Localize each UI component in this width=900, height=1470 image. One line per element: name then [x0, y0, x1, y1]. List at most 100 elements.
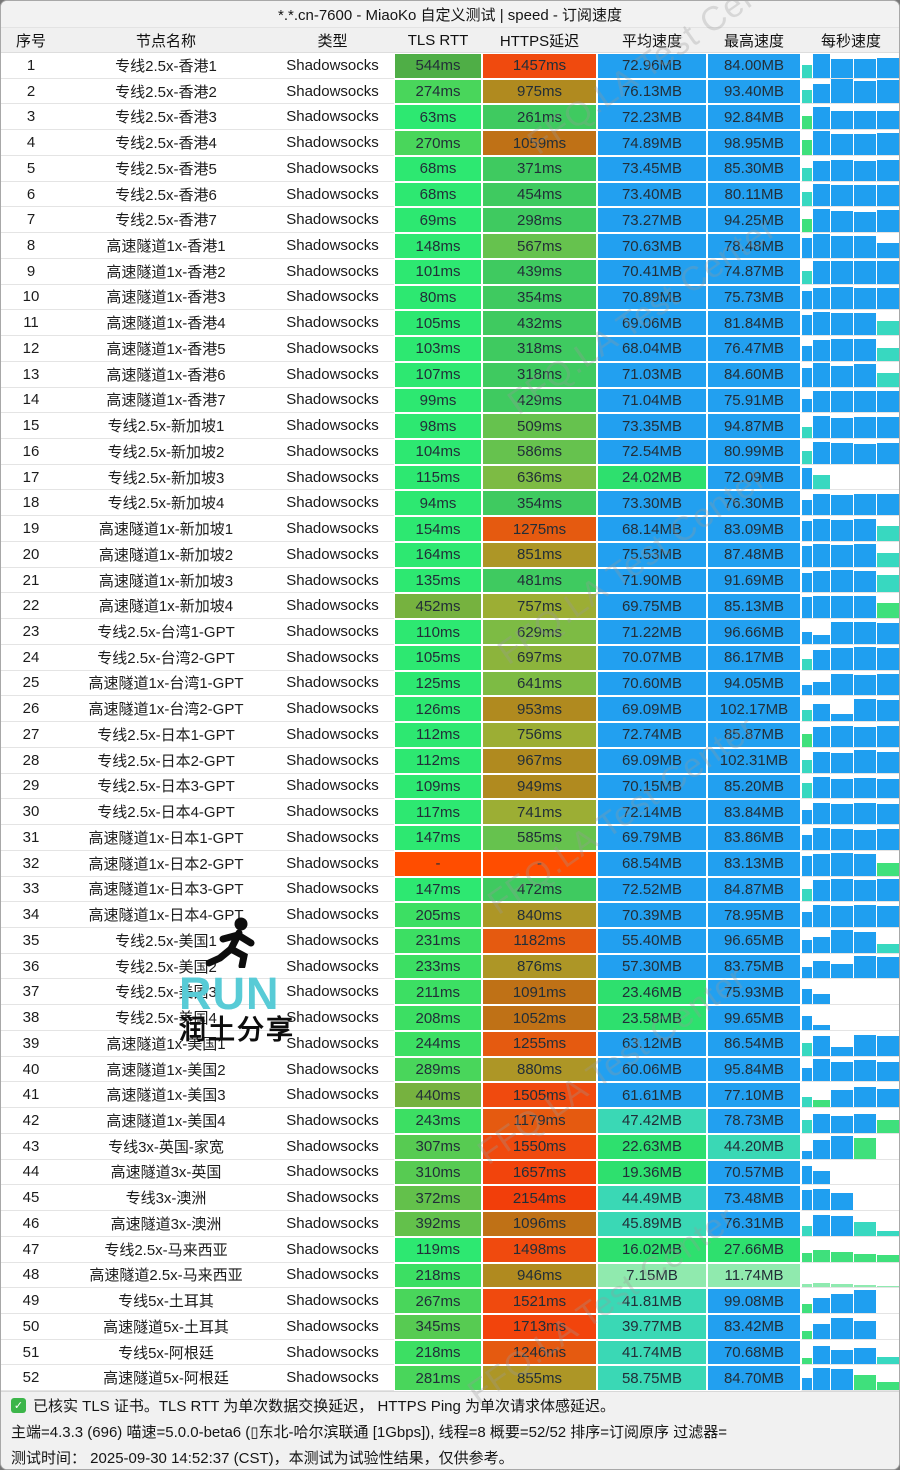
speed-bar — [853, 879, 877, 902]
speed-bar — [802, 290, 813, 310]
https-latency-value: 261ms — [482, 104, 597, 131]
https-latency-value: 880ms — [482, 1056, 597, 1083]
node-type: Shadowsocks — [271, 954, 394, 980]
per-second-speed-chart — [801, 78, 899, 105]
speed-bar — [877, 1357, 899, 1365]
tls-rtt-value: 270ms — [394, 130, 482, 156]
node-type: Shadowsocks — [271, 182, 394, 208]
speed-bar — [877, 863, 899, 876]
node-type: Shadowsocks — [271, 439, 394, 465]
table-row: 51 专线5x-阿根廷 Shadowsocks 218ms 1246ms 41.74MB 7… — [1, 1339, 899, 1366]
avg-speed-value: 69.75MB — [597, 593, 707, 620]
footer-note-text: 已核实 TLS 证书。TLS RTT 为单次数据交换延迟， HTTPS Ping… — [33, 1397, 615, 1415]
avg-speed-value: 23.46MB — [597, 979, 707, 1006]
speed-bar — [802, 65, 813, 78]
speed-bar — [877, 1255, 899, 1262]
avg-speed-value: 58.75MB — [597, 1365, 707, 1392]
speed-bar — [802, 368, 813, 387]
speed-bar — [813, 1283, 831, 1288]
node-name: 高速隧道1x-香港6 — [61, 362, 271, 388]
table-row: 41 高速隧道1x-美国3 Shadowsocks 440ms 1505ms 61.61M… — [1, 1082, 899, 1109]
table-row: 20 高速隧道1x-新加坡2 Shadowsocks 164ms 851ms 75.53M… — [1, 541, 899, 568]
tls-rtt-value: 107ms — [394, 361, 482, 388]
table-row: 46 高速隧道3x-澳洲 Shadowsocks 392ms 1096ms 45.89MB… — [1, 1211, 899, 1237]
per-second-speed-chart — [801, 1313, 899, 1340]
node-name: 高速隧道1x-美国3 — [61, 1082, 271, 1109]
row-index: 27 — [1, 722, 61, 748]
row-index: 26 — [1, 696, 61, 723]
node-name: 高速隧道1x-美国1 — [61, 1031, 271, 1057]
max-speed-value: 76.47MB — [707, 336, 801, 362]
node-type: Shadowsocks — [271, 696, 394, 723]
https-latency-value: 697ms — [482, 644, 597, 671]
https-latency-value: 1657ms — [482, 1159, 597, 1186]
table-row: 1 专线2.5x-香港1 Shadowsocks 544ms 1457ms 72.96MB… — [1, 53, 899, 79]
node-name: 高速隧道3x-澳洲 — [61, 1211, 271, 1237]
max-speed-value: 75.93MB — [707, 979, 801, 1006]
node-type: Shadowsocks — [271, 1057, 394, 1083]
node-name: 高速隧道1x-日本1-GPT — [61, 825, 271, 851]
table-row: 48 高速隧道2.5x-马来西亚 Shadowsocks 218ms 946ms 7.15… — [1, 1262, 899, 1289]
table-row: 25 高速隧道1x-台湾1-GPT Shadowsocks 125ms 641ms 70.… — [1, 670, 899, 697]
speed-bar — [802, 545, 813, 567]
speed-bar — [813, 234, 831, 258]
avg-speed-value: 69.06MB — [597, 310, 707, 337]
table-row: 28 专线2.5x-日本2-GPT Shadowsocks 112ms 967ms 69.… — [1, 747, 899, 774]
speed-bar — [813, 961, 831, 979]
speed-bar — [831, 78, 853, 104]
row-index: 36 — [1, 954, 61, 980]
speed-bar — [853, 1348, 877, 1365]
speed-bar — [813, 571, 831, 593]
avg-speed-value: 16.02MB — [597, 1236, 707, 1263]
node-name: 专线2.5x-美国3 — [61, 979, 271, 1006]
speed-bar — [877, 1088, 899, 1108]
row-index: 41 — [1, 1082, 61, 1109]
speed-bar — [813, 1024, 831, 1030]
row-index: 6 — [1, 182, 61, 208]
speed-bar — [802, 271, 813, 284]
speed-bar — [877, 416, 899, 439]
column-header-https-latency: HTTPS延迟 — [499, 32, 580, 50]
https-latency-value: 2154ms — [482, 1185, 597, 1212]
speed-bar — [813, 635, 831, 644]
node-name: 专线2.5x-香港4 — [61, 130, 271, 156]
tls-rtt-value: 99ms — [394, 387, 482, 414]
speed-bar — [802, 140, 813, 155]
node-name: 高速隧道1x-香港1 — [61, 233, 271, 259]
speed-bar — [802, 967, 813, 979]
max-speed-value: 75.91MB — [707, 387, 801, 414]
node-name: 高速隧道1x-香港7 — [61, 388, 271, 414]
max-speed-value: 78.73MB — [707, 1108, 801, 1134]
node-name: 专线2.5x-美国1 — [61, 928, 271, 954]
row-index: 4 — [1, 130, 61, 156]
max-speed-value: 102.17MB — [707, 696, 801, 723]
max-speed-value: 93.40MB — [707, 78, 801, 105]
node-name: 专线3x-澳洲 — [61, 1185, 271, 1212]
node-type: Shadowsocks — [271, 285, 394, 311]
speed-bar — [831, 211, 853, 233]
node-type: Shadowsocks — [271, 825, 394, 851]
speed-bar — [877, 879, 899, 902]
node-type: Shadowsocks — [271, 671, 394, 697]
https-latency-value: 432ms — [482, 310, 597, 337]
speed-bar — [813, 777, 831, 799]
tls-rtt-value: 310ms — [394, 1159, 482, 1186]
speed-bar — [853, 829, 877, 850]
speed-bar — [802, 572, 813, 593]
table-row: 12 高速隧道1x-香港5 Shadowsocks 103ms 318ms 68.04MB… — [1, 336, 899, 362]
row-index: 37 — [1, 979, 61, 1006]
tls-rtt-value: 125ms — [394, 670, 482, 697]
speed-bar — [813, 1114, 831, 1133]
avg-speed-value: 72.54MB — [597, 439, 707, 465]
https-latency-value: 876ms — [482, 953, 597, 980]
speed-bar — [813, 1140, 831, 1159]
row-index: 24 — [1, 645, 61, 671]
node-name: 专线2.5x-新加坡2 — [61, 439, 271, 465]
speed-bar — [853, 519, 877, 541]
speed-bar — [813, 544, 831, 567]
speed-bar — [831, 905, 853, 927]
speed-bar — [813, 1323, 831, 1339]
node-name: 专线2.5x-马来西亚 — [61, 1237, 271, 1263]
speed-bar — [813, 1035, 831, 1056]
per-second-speed-chart — [801, 1108, 899, 1134]
